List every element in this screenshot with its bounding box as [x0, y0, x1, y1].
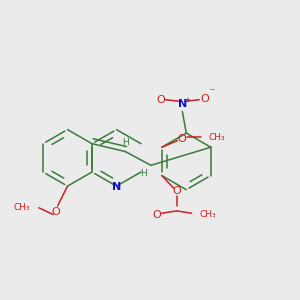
Text: O: O — [200, 94, 209, 104]
Text: +: + — [184, 97, 190, 103]
Text: H: H — [122, 138, 129, 147]
Text: CH₃: CH₃ — [200, 209, 216, 218]
Text: O: O — [51, 208, 60, 218]
Text: ⁻: ⁻ — [208, 86, 215, 99]
Text: O: O — [156, 95, 165, 105]
Text: N: N — [178, 99, 187, 110]
Text: O: O — [153, 210, 161, 220]
Text: CH₃: CH₃ — [209, 133, 226, 142]
Text: N: N — [112, 182, 121, 192]
Text: O: O — [172, 186, 181, 196]
Text: CH₃: CH₃ — [14, 203, 30, 212]
Text: O: O — [178, 134, 187, 144]
Text: H: H — [140, 169, 147, 178]
